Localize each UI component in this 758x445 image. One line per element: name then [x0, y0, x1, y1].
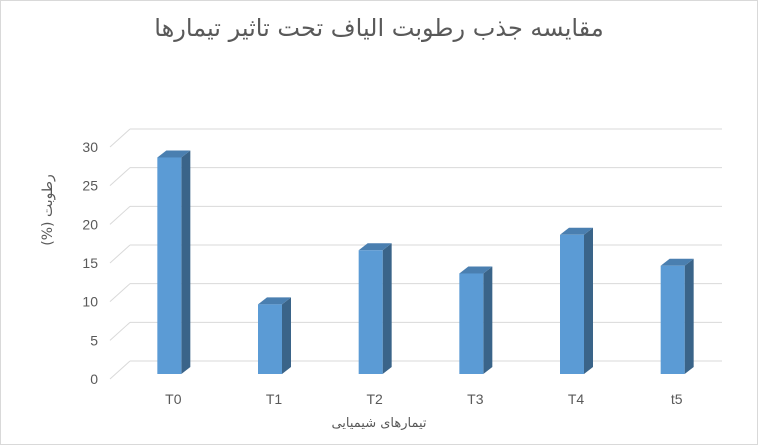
gridline-depth: [109, 360, 131, 380]
x-tick-label: T3: [467, 391, 484, 407]
bar-side: [382, 243, 392, 374]
y-tick-label: 30: [82, 139, 98, 155]
x-tick-label: t5: [671, 391, 683, 407]
x-tick-label: T2: [366, 391, 383, 407]
x-tick-label: T0: [165, 391, 182, 407]
gridline-depth: [109, 205, 131, 225]
y-tick-label: 20: [82, 216, 98, 232]
bar-side: [684, 258, 694, 374]
bar-side: [584, 227, 593, 374]
y-tick-label: 5: [90, 332, 98, 348]
bar-side: [282, 297, 291, 374]
chart-title: مقایسه جذب رطوبت الیاف تحت تاثیر تیمارها: [154, 14, 604, 42]
gridline-depth: [109, 128, 131, 148]
bar-side: [181, 150, 191, 374]
bar: [459, 273, 484, 374]
gridline-depth: [109, 283, 131, 303]
x-tick-label: T4: [568, 391, 585, 407]
y-tick-label: 10: [82, 294, 98, 310]
bar: [157, 157, 182, 374]
bar-side: [483, 266, 493, 374]
bar: [258, 304, 282, 374]
bar: [358, 250, 383, 374]
y-tick-label: 25: [82, 178, 98, 194]
bar: [660, 265, 685, 374]
bar-top: [459, 266, 493, 274]
y-tick-label: 15: [82, 255, 98, 271]
x-axis-label: تیمارهای شیمیایی: [331, 416, 427, 431]
bar: [560, 234, 584, 374]
bar-top: [660, 258, 694, 266]
gridline-depth: [109, 321, 131, 341]
bar-top: [358, 243, 392, 251]
gridline-depth: [109, 167, 131, 187]
gridline-depth: [109, 244, 131, 264]
x-tick-label: T1: [266, 391, 283, 407]
y-tick-label: 0: [90, 371, 98, 387]
bar-top: [560, 227, 593, 235]
bar-top: [157, 150, 191, 158]
bar-top: [258, 297, 291, 305]
